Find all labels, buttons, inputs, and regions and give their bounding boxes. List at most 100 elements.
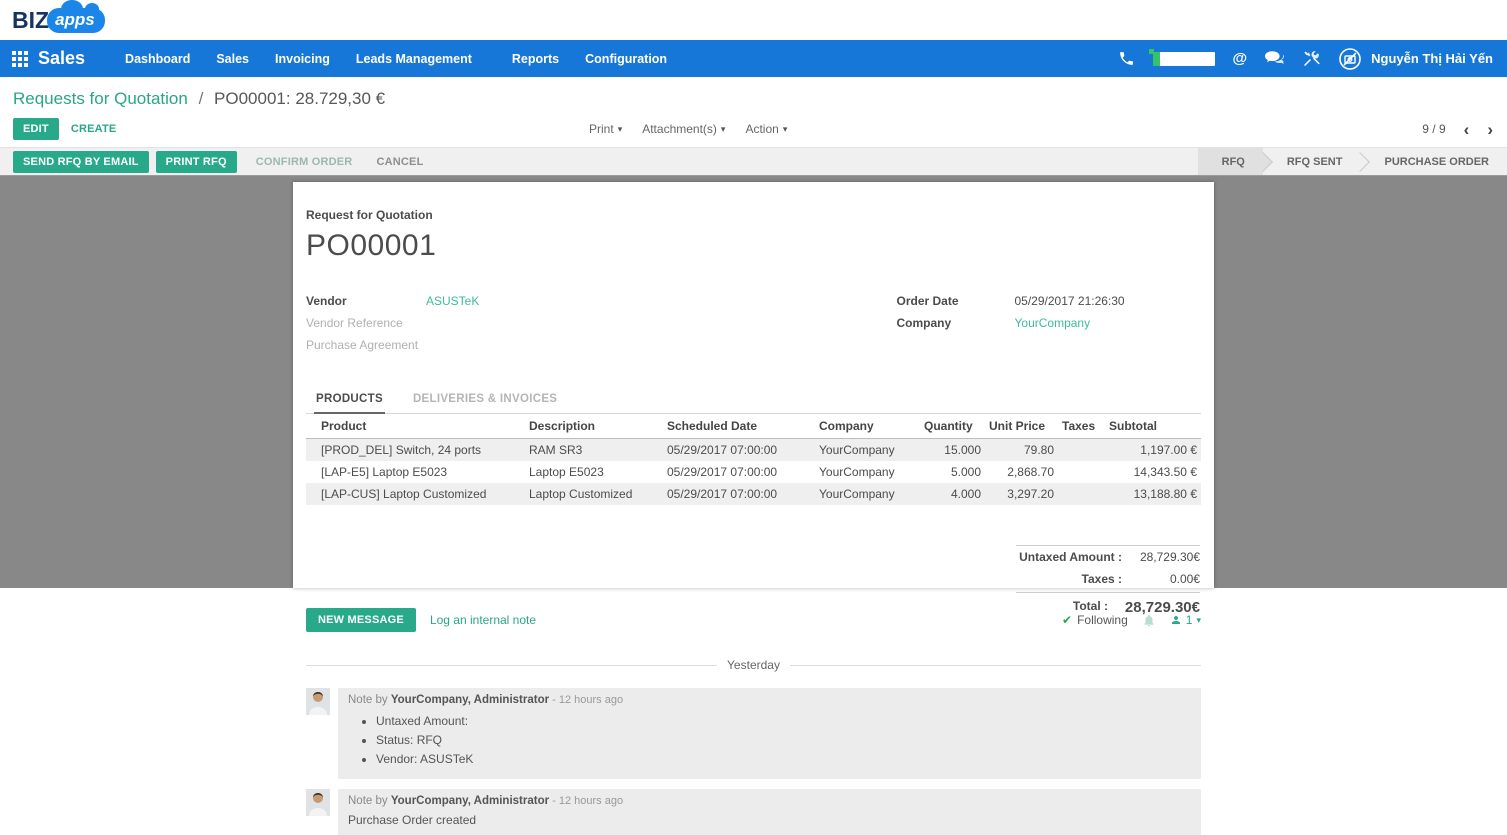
cancel-button[interactable]: CANCEL [364, 151, 435, 173]
field-vendor-reference: Vendor Reference [306, 315, 754, 331]
day-divider-label: Yesterday [717, 658, 790, 672]
message-author[interactable]: YourCompany, Administrator [391, 795, 549, 807]
app-name[interactable]: Sales [38, 48, 85, 69]
col-header-company[interactable]: Company [815, 414, 920, 439]
pager-next-icon[interactable]: › [1487, 121, 1493, 138]
message-time: - 12 hours ago [549, 694, 623, 706]
message-header: Note by YourCompany, Administrator - 12 … [348, 795, 1191, 807]
field-order-date: Order Date 05/29/2017 21:26:30 [897, 293, 1202, 309]
cell-quantity: 15.000 [920, 439, 985, 462]
message-time: - 12 hours ago [549, 795, 623, 807]
pager-previous-icon[interactable]: ‹ [1464, 121, 1470, 138]
message-bubble: Note by YourCompany, Administrator - 12 … [338, 688, 1201, 779]
order-date-value: 05/29/2017 21:26:30 [1015, 293, 1125, 309]
cell-scheduled-date: 05/29/2017 07:00:00 [663, 483, 815, 505]
status-step-label: PURCHASE ORDER [1384, 156, 1489, 168]
col-header-quantity[interactable]: Quantity [920, 414, 985, 439]
status-step-purchase-order[interactable]: PURCHASE ORDER [1360, 148, 1507, 175]
breadcrumb-separator: / [199, 89, 204, 108]
vendor-label: Vendor [306, 293, 426, 309]
print-rfq-button[interactable]: PRINT RFQ [156, 151, 237, 173]
print-dropdown-label: Print [589, 122, 614, 136]
action-dropdown-label: Action [745, 122, 778, 136]
cell-unit-price: 3,297.20 [985, 483, 1058, 505]
cell-quantity: 4.000 [920, 483, 985, 505]
avatar[interactable] [306, 789, 330, 816]
totals-block: Untaxed Amount : 28,729.30€ Taxes : 0.00… [1016, 545, 1200, 620]
vendor-value-link[interactable]: ASUSTeK [426, 293, 479, 309]
chat-bubbles-icon[interactable] [1265, 51, 1284, 66]
chevron-down-icon: ▾ [783, 124, 788, 135]
untaxed-amount-label: Untaxed Amount : [1019, 550, 1122, 564]
message-tracking-list: Untaxed Amount: Status: RFQ Vendor: ASUS… [376, 714, 1191, 766]
untaxed-amount-row: Untaxed Amount : 28,729.30€ [1016, 545, 1200, 568]
nav-item-configuration[interactable]: Configuration [585, 52, 667, 66]
attachments-dropdown[interactable]: Attachment(s) ▾ [642, 122, 725, 136]
cell-taxes [1058, 439, 1105, 462]
cell-product: [PROD_DEL] Switch, 24 ports [306, 439, 525, 462]
cell-unit-price: 79.80 [985, 439, 1058, 462]
log-internal-note-link[interactable]: Log an internal note [430, 613, 536, 627]
col-header-subtotal[interactable]: Subtotal [1105, 414, 1201, 439]
mentions-icon[interactable]: @ [1233, 50, 1248, 67]
edit-button[interactable]: EDIT [13, 118, 59, 140]
col-header-taxes[interactable]: Taxes [1058, 414, 1105, 439]
bizapps-logo[interactable]: BIZ apps [12, 7, 105, 34]
tab-deliveries-invoices[interactable]: DELIVERIES & INVOICES [411, 387, 559, 413]
document-number: PO00001 [306, 229, 1201, 263]
col-header-product[interactable]: Product [306, 414, 525, 439]
new-message-button[interactable]: NEW MESSAGE [306, 608, 416, 632]
nav-item-sales[interactable]: Sales [216, 52, 249, 66]
document-type-label: Request for Quotation [306, 208, 1201, 222]
create-button[interactable]: CREATE [59, 118, 129, 140]
send-rfq-by-email-button[interactable]: SEND RFQ BY EMAIL [13, 151, 149, 173]
nav-item-leads-management[interactable]: Leads Management [356, 52, 472, 66]
status-step-rfq[interactable]: RFQ [1198, 148, 1263, 175]
field-purchase-agreement: Purchase Agreement [306, 337, 754, 353]
avatar[interactable] [306, 688, 330, 715]
message-body: Purchase Order created [348, 813, 1191, 827]
status-step-rfq-sent[interactable]: RFQ SENT [1263, 148, 1361, 175]
tab-products[interactable]: PRODUCTS [314, 387, 385, 414]
vendor-reference-label: Vendor Reference [306, 315, 426, 331]
phone-icon[interactable] [1118, 50, 1135, 67]
cell-company: YourCompany [815, 439, 920, 462]
table-row[interactable]: [LAP-E5] Laptop E5023 Laptop E5023 05/29… [306, 461, 1201, 483]
company-value-link[interactable]: YourCompany [1015, 315, 1091, 331]
action-dropdown[interactable]: Action ▾ [745, 122, 787, 136]
nav-item-reports[interactable]: Reports [512, 52, 559, 66]
taxes-label: Taxes : [1082, 572, 1122, 586]
cell-description: Laptop Customized [525, 483, 663, 505]
cp-dropdown-group: Print ▾ Attachment(s) ▾ Action ▾ [589, 111, 787, 147]
table-row[interactable]: [PROD_DEL] Switch, 24 ports RAM SR3 05/2… [306, 439, 1201, 462]
top-strip: BIZ apps [0, 0, 1507, 40]
col-header-scheduled-date[interactable]: Scheduled Date [663, 414, 815, 439]
message-author[interactable]: YourCompany, Administrator [391, 694, 549, 706]
print-dropdown[interactable]: Print ▾ [589, 122, 622, 136]
day-divider: Yesterday [306, 658, 1201, 672]
confirm-order-button[interactable]: CONFIRM ORDER [244, 151, 365, 173]
fields-right: Order Date 05/29/2017 21:26:30 Company Y… [754, 293, 1202, 359]
breadcrumb: Requests for Quotation / PO00001: 28.729… [0, 77, 1507, 111]
message-prefix: Note by [348, 694, 391, 706]
logo-text-apps: apps [55, 10, 95, 29]
pager-counter: 9 / 9 [1422, 122, 1445, 136]
statusbar: SEND RFQ BY EMAIL PRINT RFQ CONFIRM ORDE… [0, 147, 1507, 176]
systray-status-box[interactable] [1153, 52, 1215, 66]
col-header-unit-price[interactable]: Unit Price [985, 414, 1058, 439]
col-header-description[interactable]: Description [525, 414, 663, 439]
breadcrumb-parent-link[interactable]: Requests for Quotation [13, 89, 188, 108]
nav-item-invoicing[interactable]: Invoicing [275, 52, 330, 66]
avatar-placeholder-icon [1338, 47, 1362, 71]
chatter: NEW MESSAGE Log an internal note ✔ Follo… [293, 588, 1214, 835]
apps-grid-icon[interactable] [12, 51, 28, 67]
cell-subtotal: 1,197.00 € [1105, 439, 1201, 462]
tools-icon[interactable] [1302, 50, 1320, 68]
total-label: Total : [1073, 599, 1108, 616]
user-menu[interactable]: Nguyễn Thị Hải Yến [1338, 47, 1493, 71]
chevron-down-icon: ▾ [618, 124, 623, 135]
table-row[interactable]: [LAP-CUS] Laptop Customized Laptop Custo… [306, 483, 1201, 505]
nav-item-dashboard[interactable]: Dashboard [125, 52, 190, 66]
field-groups: Vendor ASUSTeK Vendor Reference Purchase… [306, 293, 1201, 359]
order-lines-table: Product Description Scheduled Date Compa… [306, 414, 1201, 505]
